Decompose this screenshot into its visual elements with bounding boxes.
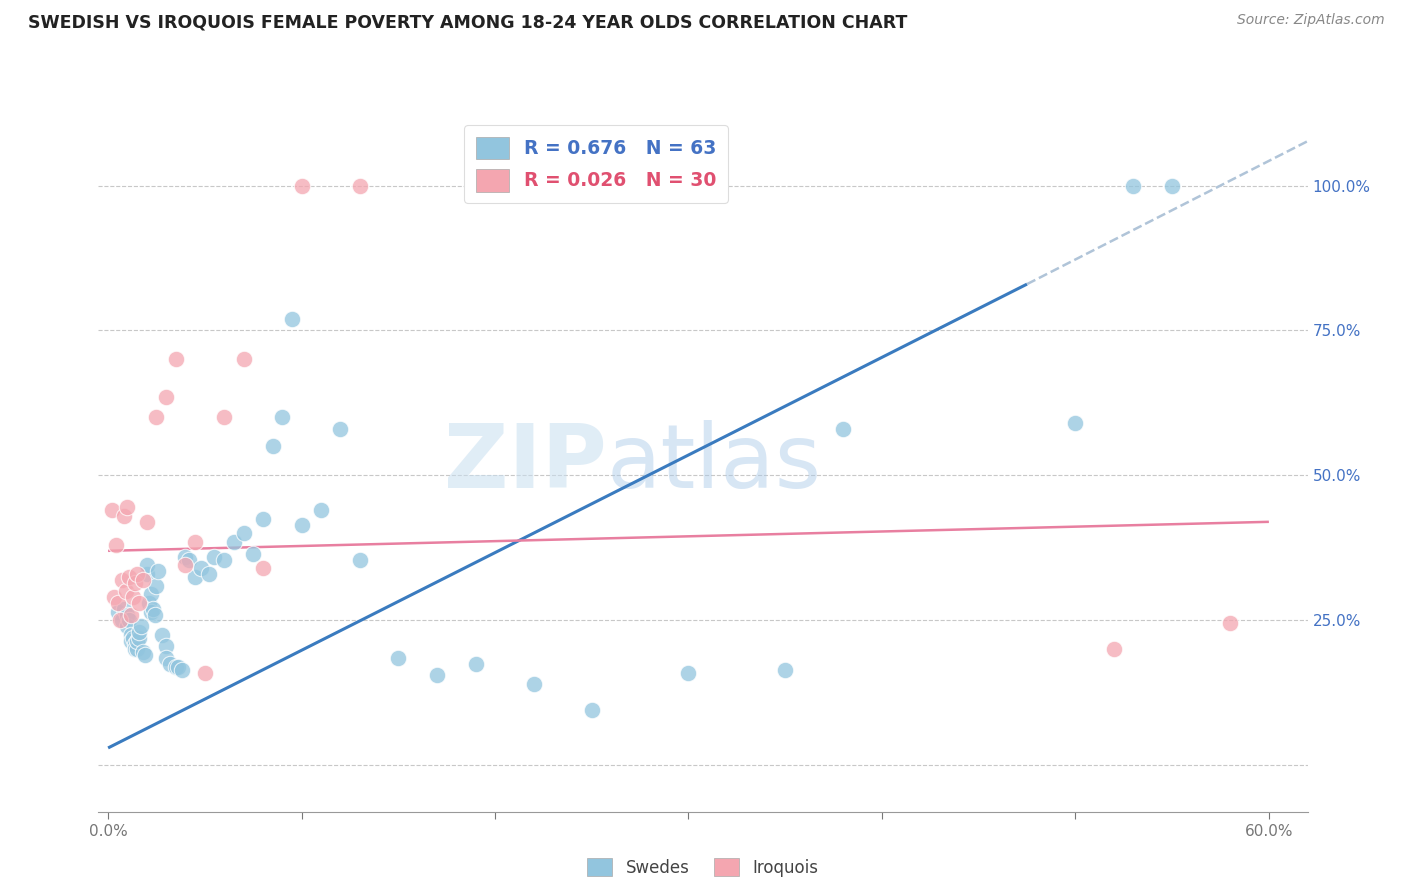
Point [1102,642,1125,657]
Text: Source: ZipAtlas.com: Source: ZipAtlas.com [1237,13,1385,28]
Point [145,579,167,593]
Point [117,607,139,622]
Point [108,614,131,628]
Point [464,657,486,671]
Point [155,390,177,404]
Point [104,538,127,552]
Point [349,552,371,566]
Text: atlas: atlas [606,420,821,508]
Point [145,410,167,425]
Point [174,558,197,573]
Point [120,607,142,622]
Point [159,657,181,671]
Point [309,503,332,517]
Point [242,547,264,561]
Point [832,422,855,436]
Point [165,660,187,674]
Point [118,570,141,584]
Point [117,500,139,515]
Point [138,596,160,610]
Point [252,561,274,575]
Point [128,631,150,645]
Point [150,628,173,642]
Point [143,607,166,622]
Point [135,515,157,529]
Text: SWEDISH VS IROQUOIS FEMALE POVERTY AMONG 18-24 YEAR OLDS CORRELATION CHART: SWEDISH VS IROQUOIS FEMALE POVERTY AMONG… [28,13,907,31]
Point [135,558,157,573]
Point [281,312,304,326]
Point [135,567,157,582]
Point [387,651,409,665]
Point [128,596,150,610]
Point [128,624,150,639]
Point [271,410,294,425]
Point [222,535,245,549]
Point [1161,178,1184,193]
Point [174,549,197,564]
Point [252,512,274,526]
Point [142,602,165,616]
Point [122,591,145,605]
Point [212,410,235,425]
Point [581,703,603,717]
Point [329,422,352,436]
Point [112,508,135,523]
Point [190,561,212,575]
Point [179,552,201,566]
Point [148,564,170,578]
Point [170,663,193,677]
Point [349,178,371,193]
Point [101,503,124,517]
Text: ZIP: ZIP [443,420,606,508]
Point [184,535,207,549]
Point [155,651,177,665]
Point [107,605,129,619]
Y-axis label: Female Poverty Among 18-24 Year Olds: Female Poverty Among 18-24 Year Olds [0,313,7,615]
Point [212,552,235,566]
Point [114,584,136,599]
Point [124,575,146,590]
Point [184,570,207,584]
Point [155,640,177,654]
Point [1122,178,1144,193]
Point [117,619,139,633]
Point [103,591,125,605]
Point [120,628,142,642]
Point [111,614,134,628]
Point [204,549,226,564]
Point [139,587,162,601]
Point [129,619,152,633]
Point [523,677,546,691]
Point [122,631,145,645]
Point [290,178,312,193]
Point [232,526,254,541]
Point [111,573,134,587]
Point [127,633,149,648]
Point [127,642,149,657]
Point [134,648,156,662]
Point [118,614,141,628]
Point [678,665,700,680]
Point [166,660,188,674]
Point [120,633,142,648]
Point [124,637,146,651]
Point [132,573,155,587]
Point [107,596,129,610]
Point [232,352,254,367]
Point [197,567,219,582]
Point [124,642,146,657]
Point [139,605,162,619]
Point [262,440,284,454]
Point [426,668,449,682]
Legend: Swedes, Iroquois: Swedes, Iroquois [581,851,825,883]
Point [1064,417,1087,431]
Point [112,602,135,616]
Point [1219,616,1241,631]
Point [132,645,155,659]
Point [773,663,796,677]
Point [165,352,187,367]
Point [194,665,217,680]
Point [127,567,149,582]
Point [290,517,312,532]
